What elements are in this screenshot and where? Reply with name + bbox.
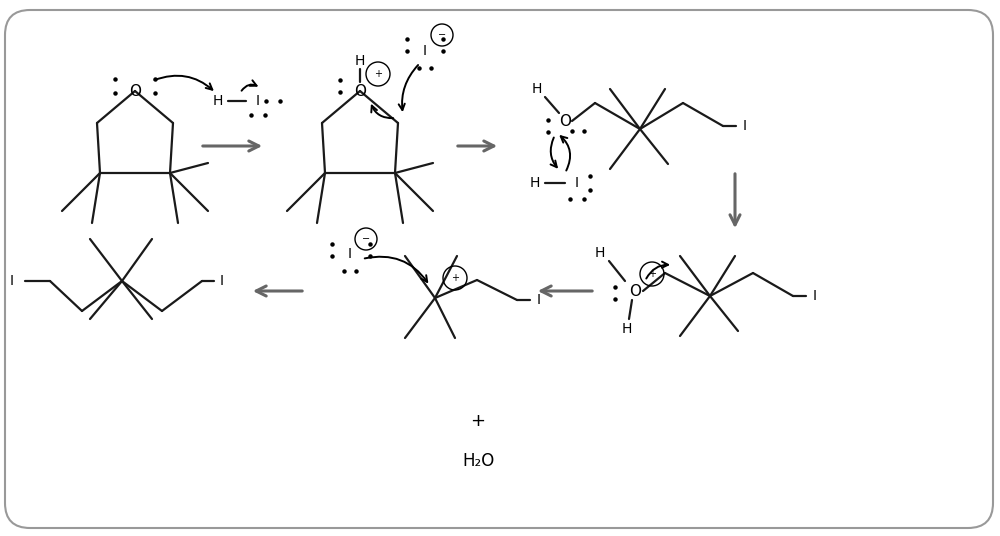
Text: −: − — [438, 30, 446, 40]
Text: H: H — [532, 82, 542, 96]
Text: H: H — [355, 54, 365, 68]
Text: I: I — [256, 94, 260, 108]
Text: I: I — [348, 247, 352, 261]
Text: O: O — [354, 84, 366, 99]
Text: O: O — [559, 114, 571, 129]
Text: H: H — [622, 322, 632, 336]
Text: O: O — [129, 84, 141, 99]
Text: I: I — [537, 293, 541, 307]
Text: +: + — [648, 269, 656, 279]
Text: +: + — [374, 69, 382, 79]
Text: +: + — [451, 273, 459, 283]
Text: H₂O: H₂O — [462, 452, 494, 470]
Text: I: I — [220, 274, 224, 288]
Text: +: + — [471, 412, 486, 430]
Text: −: − — [362, 234, 370, 244]
Text: I: I — [10, 274, 14, 288]
Text: H: H — [530, 176, 540, 190]
Text: I: I — [423, 44, 427, 58]
Text: I: I — [813, 289, 817, 303]
Text: I: I — [743, 119, 747, 133]
Text: I: I — [575, 176, 579, 190]
Text: H: H — [595, 246, 605, 260]
Text: H: H — [213, 94, 223, 108]
Text: O: O — [629, 284, 641, 299]
